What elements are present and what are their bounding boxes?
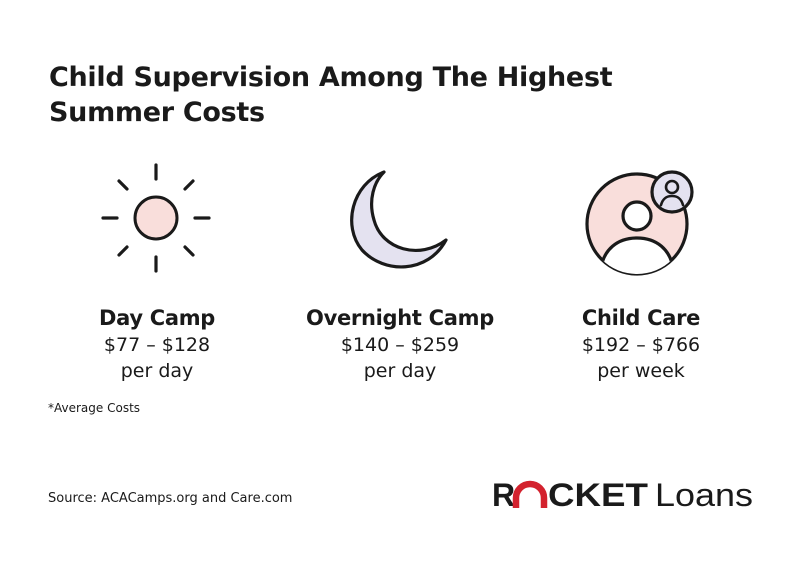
- moon-icon: [350, 170, 448, 269]
- item-day-camp: Day Camp $77 – $128 per day: [37, 304, 277, 384]
- footnote: *Average Costs: [48, 401, 141, 415]
- svg-text:CKET: CKET: [548, 477, 649, 513]
- rocket-loans-logo: R CKET Loans: [492, 477, 753, 513]
- item-unit: per day: [120, 360, 194, 382]
- item-overnight-camp: Overnight Camp $140 – $259 per day: [280, 304, 520, 384]
- item-name: Overnight Camp: [306, 306, 494, 330]
- svg-text:Loans: Loans: [655, 477, 753, 513]
- item-child-care: Child Care $192 – $766 per week: [521, 304, 761, 384]
- item-range: $77 – $128: [103, 334, 211, 356]
- item-unit: per day: [363, 360, 437, 382]
- svg-text:R: R: [492, 477, 515, 513]
- child-care-icon: [585, 170, 694, 276]
- item-name: Child Care: [581, 306, 701, 330]
- item-range: $192 – $766: [581, 334, 701, 356]
- item-unit: per week: [597, 360, 685, 382]
- item-name: Day Camp: [98, 306, 216, 330]
- page-title: Child Supervision Among The Highest Summ…: [49, 62, 613, 128]
- item-range: $140 – $259: [340, 334, 460, 356]
- source-note: Source: ACACamps.org and Care.com: [48, 491, 293, 506]
- sun-icon: [101, 163, 211, 273]
